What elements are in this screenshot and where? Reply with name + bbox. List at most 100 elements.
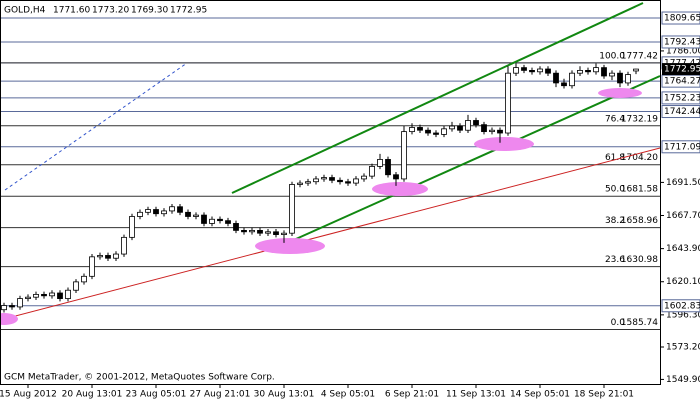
- candle-body: [73, 281, 79, 291]
- candle-body: [545, 68, 551, 74]
- candle-body: [209, 218, 215, 224]
- channel-line: [286, 75, 661, 244]
- candle-body: [521, 67, 527, 71]
- fib-ratio: 0.0: [611, 318, 626, 328]
- y-tick-label: 1620.10: [666, 277, 700, 287]
- candle-body: [113, 253, 119, 259]
- fib-label: 1630.98: [621, 255, 658, 265]
- highlight: [474, 137, 534, 151]
- current-price-label: 1772.95: [664, 65, 700, 75]
- ohlc-close: 1772.95: [170, 6, 207, 16]
- candle-body: [89, 256, 95, 277]
- level-label: 1752.23: [664, 93, 700, 103]
- fib-ratio: 38.2: [605, 216, 625, 226]
- highlight: [372, 182, 428, 196]
- candle-body: [441, 128, 447, 135]
- x-tick-label: 30 Aug 13:01: [254, 390, 315, 400]
- candle-body: [465, 120, 471, 131]
- candle-body: [377, 159, 383, 167]
- y-tick-label: 1643.90: [666, 244, 700, 254]
- x-tick-label: 15 Aug 2012: [0, 390, 57, 400]
- axis: 1786.00 1691.50 1667.70 1643.90 1620.10 1596.…: [0, 11, 700, 400]
- highlights: [0, 88, 642, 325]
- x-tick-label: 18 Sep 21:01: [574, 390, 634, 400]
- candle-body: [185, 211, 191, 217]
- fib-label: 1585.74: [621, 318, 658, 328]
- ohlc-open: 1771.60: [53, 6, 90, 16]
- level-label: 1742.44: [664, 107, 700, 117]
- level-label: 1764.27: [664, 77, 700, 87]
- candle-body: [609, 72, 615, 77]
- candle-body: [281, 232, 287, 235]
- candle-body: [537, 68, 543, 73]
- y-tick-label: 1667.70: [666, 211, 700, 221]
- y-tick-label: 1573.20: [666, 342, 700, 352]
- highlight: [255, 238, 325, 254]
- candle-body: [121, 236, 127, 255]
- candle-body: [617, 72, 623, 84]
- candle-body: [313, 178, 319, 183]
- candle-body: [249, 229, 255, 233]
- trend-line: [4, 62, 188, 191]
- candle-body: [289, 184, 295, 234]
- levels: 100.01777.4276.41732.1961.81704.2050.016…: [0, 17, 660, 331]
- candle-body: [425, 129, 431, 134]
- plot-frame: [0, 0, 661, 385]
- fib-label: 1704.20: [621, 153, 658, 163]
- candle-body: [193, 214, 199, 217]
- candle-body: [25, 296, 31, 299]
- channel-line: [231, 2, 644, 194]
- candle-body: [321, 177, 327, 180]
- candle-body: [561, 82, 567, 87]
- x-tick-label: 6 Sep 21:01: [385, 390, 439, 400]
- candle-body: [217, 218, 223, 222]
- candle-body: [257, 229, 263, 234]
- candle-body: [601, 67, 607, 77]
- trend-line: [0, 147, 661, 321]
- level-box: [661, 91, 700, 105]
- candle-body: [41, 293, 47, 297]
- candle-body: [489, 129, 495, 133]
- candle-body: [329, 177, 335, 181]
- candle-body: [225, 220, 231, 224]
- candle-body: [9, 305, 15, 308]
- level-box: [661, 11, 700, 25]
- candle-body: [145, 209, 151, 213]
- ohlc-low: 1769.30: [131, 6, 168, 16]
- candle-body: [409, 127, 415, 133]
- y-tick-label: 1596.30: [666, 310, 700, 320]
- x-tick-label: 11 Sep 13:01: [446, 390, 506, 400]
- level-box: [661, 299, 700, 313]
- candle-body: [473, 120, 479, 126]
- candle-body: [129, 216, 135, 238]
- symbol: GOLD,H4: [4, 6, 46, 16]
- candle-body: [577, 70, 583, 74]
- level-label: 1809.65: [664, 14, 700, 24]
- candle-body: [569, 72, 575, 87]
- candle-body: [33, 293, 39, 298]
- candle-body: [65, 289, 71, 299]
- candle-body: [177, 206, 183, 213]
- current-price-box: [662, 63, 700, 76]
- candle-body: [553, 72, 559, 84]
- y-tick-label: 1691.50: [666, 178, 700, 188]
- candle-body: [513, 67, 519, 74]
- candle-body: [337, 179, 343, 183]
- fib-ratio: 76.4: [605, 114, 625, 124]
- fib-ratio: 23.6: [605, 255, 625, 265]
- candle-body: [529, 70, 535, 73]
- candle-body: [137, 211, 143, 217]
- fib-label: 1732.19: [621, 114, 658, 124]
- level-label: 1792.43: [664, 37, 700, 47]
- candle-body: [369, 165, 375, 177]
- level-box: [661, 35, 700, 49]
- candle-body: [345, 181, 351, 184]
- level-box: [661, 105, 700, 119]
- candle-body: [241, 229, 247, 233]
- candle-body: [57, 292, 63, 299]
- candle-body: [433, 132, 439, 135]
- candle-body: [17, 298, 23, 308]
- candle-body: [97, 255, 103, 258]
- candle-body: [401, 131, 407, 180]
